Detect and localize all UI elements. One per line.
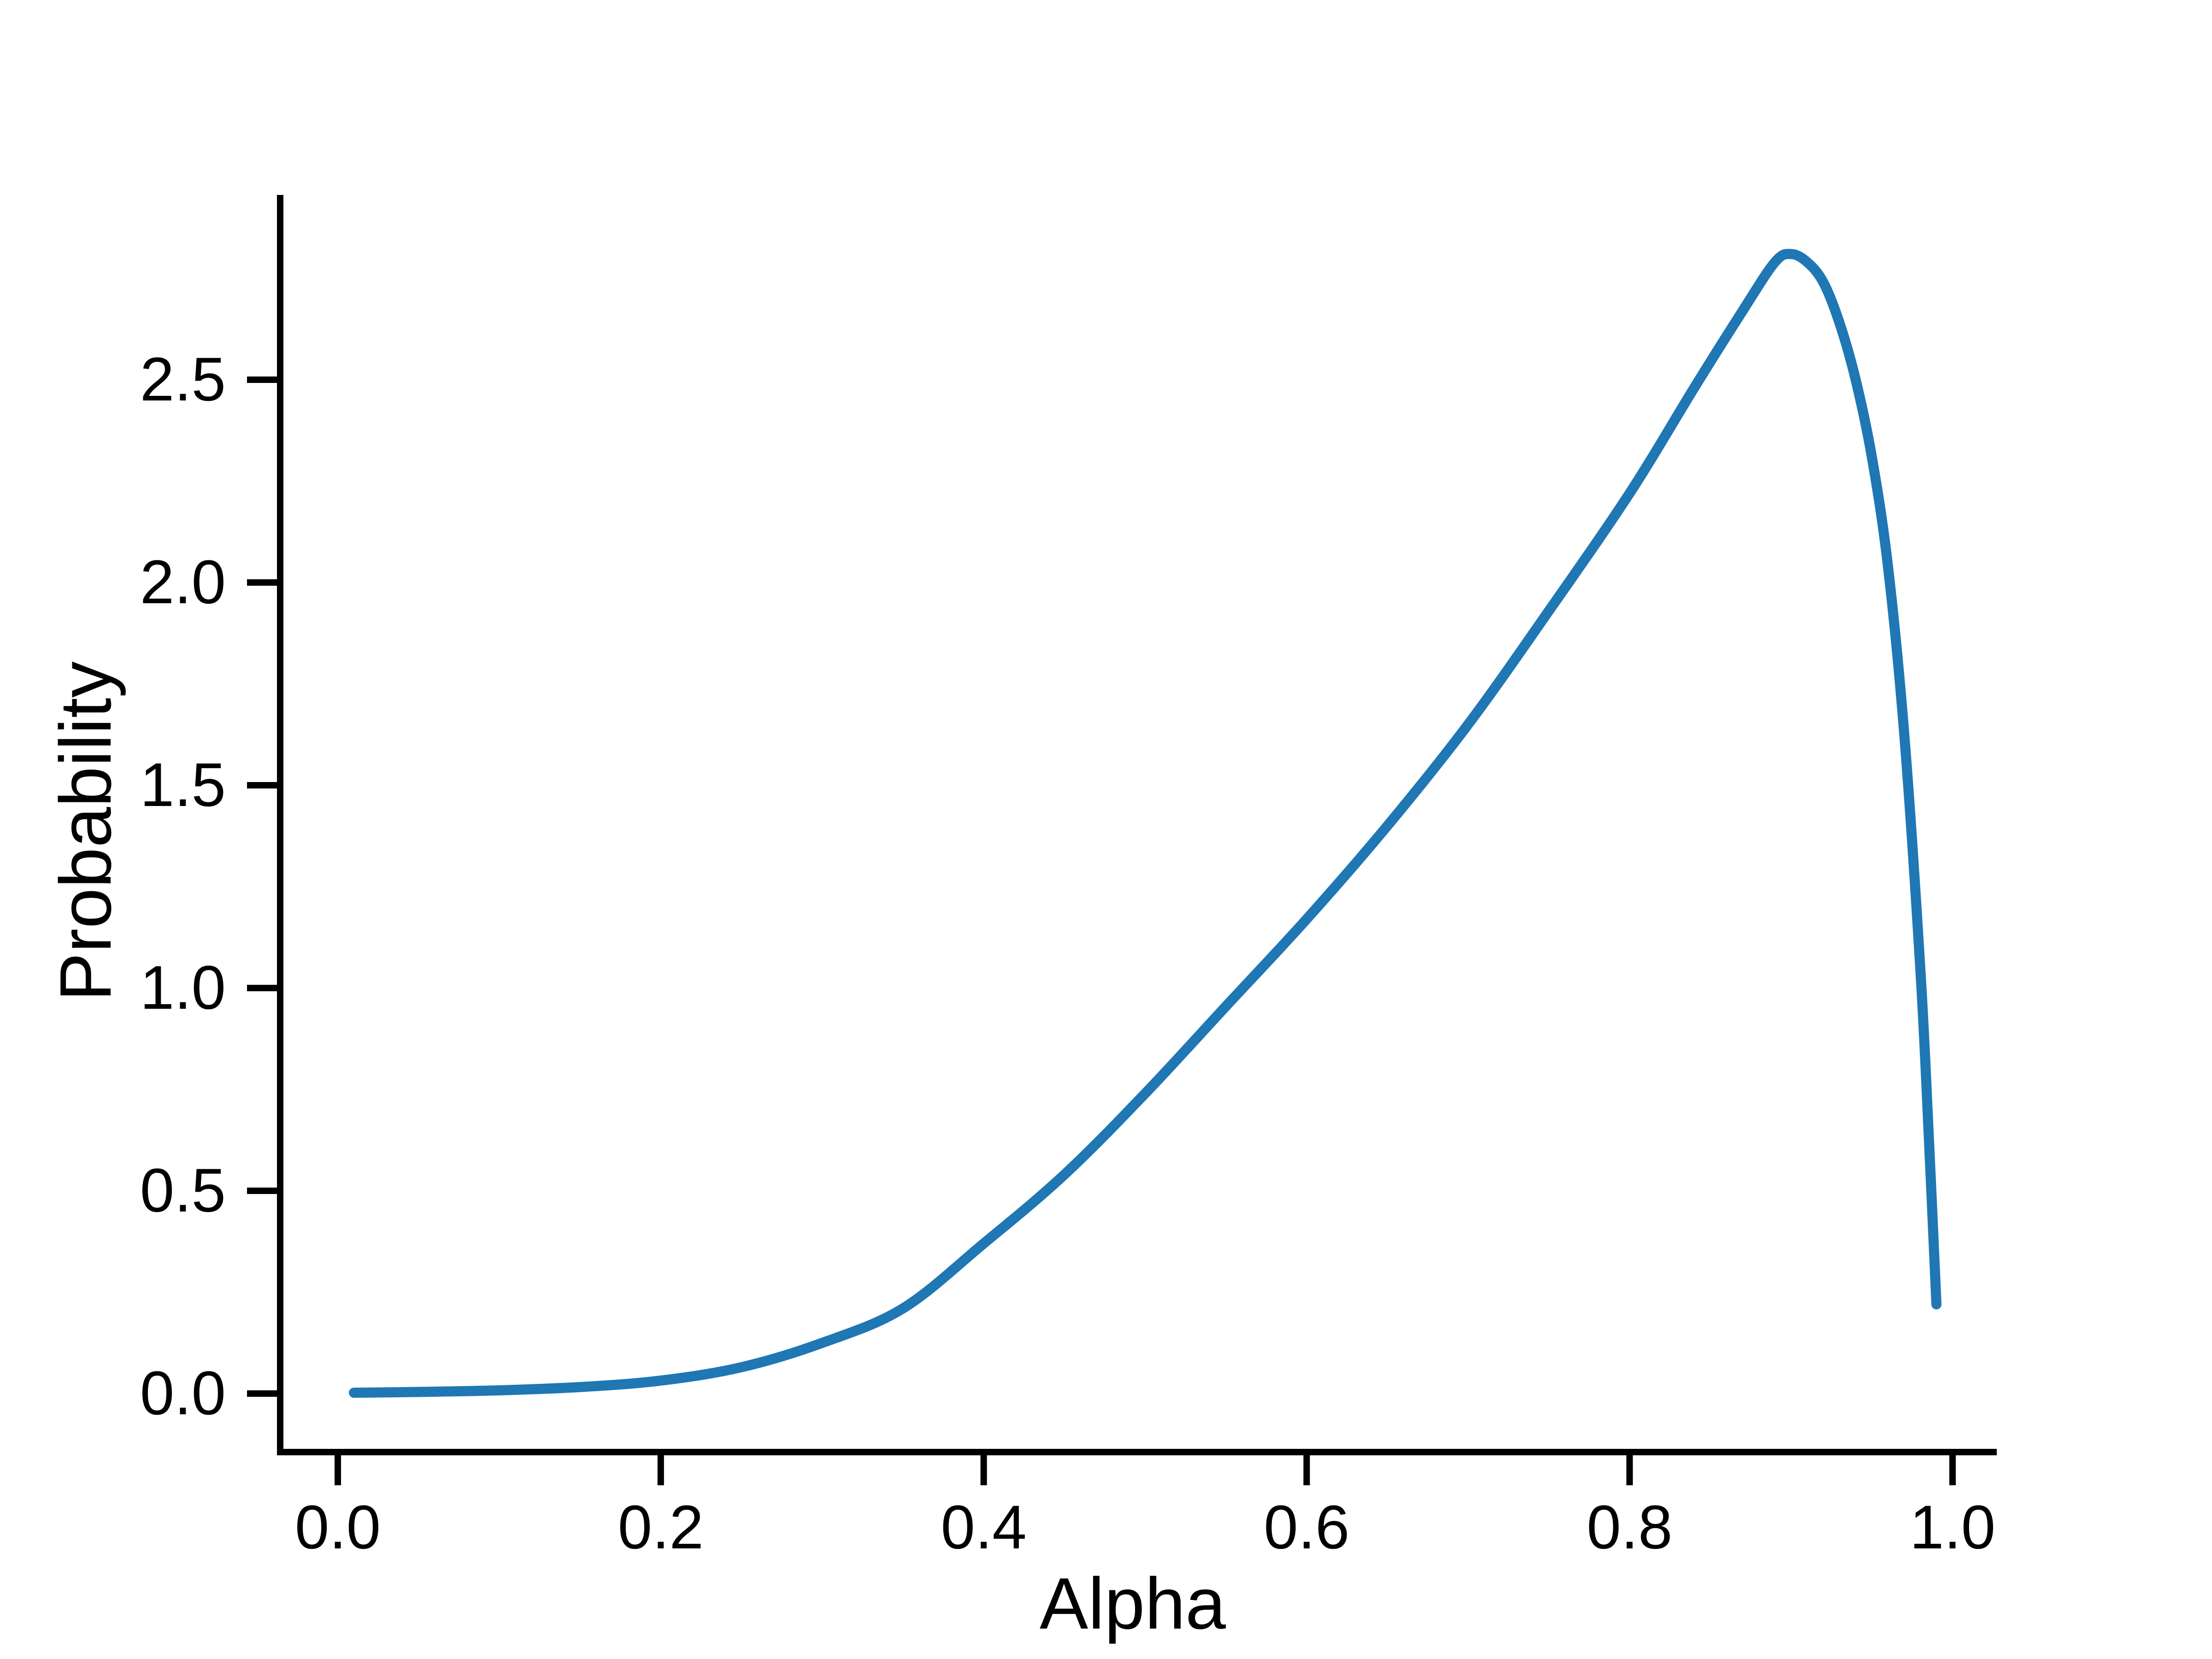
x-tick-label: 0.8 bbox=[1587, 1493, 1673, 1562]
x-tick-label: 0.6 bbox=[1264, 1493, 1350, 1562]
y-tick-label: 2.0 bbox=[140, 548, 226, 617]
y-tick-label: 1.5 bbox=[140, 751, 226, 819]
y-tick-label: 1.0 bbox=[140, 953, 226, 1022]
y-tick-label: 0.5 bbox=[140, 1156, 226, 1225]
x-tick-label: 0.4 bbox=[941, 1493, 1027, 1562]
x-tick-label: 1.0 bbox=[1909, 1493, 1996, 1562]
x-tick-label: 0.2 bbox=[618, 1493, 704, 1562]
curve-line bbox=[349, 249, 1941, 1398]
y-tick-label: 2.5 bbox=[140, 345, 226, 414]
x-axis-label: Alpha bbox=[1039, 1563, 1226, 1644]
y-axis-label: Probability bbox=[45, 661, 126, 1001]
y-tick-label: 0.0 bbox=[140, 1359, 226, 1428]
x-tick-label: 0.0 bbox=[294, 1493, 381, 1562]
